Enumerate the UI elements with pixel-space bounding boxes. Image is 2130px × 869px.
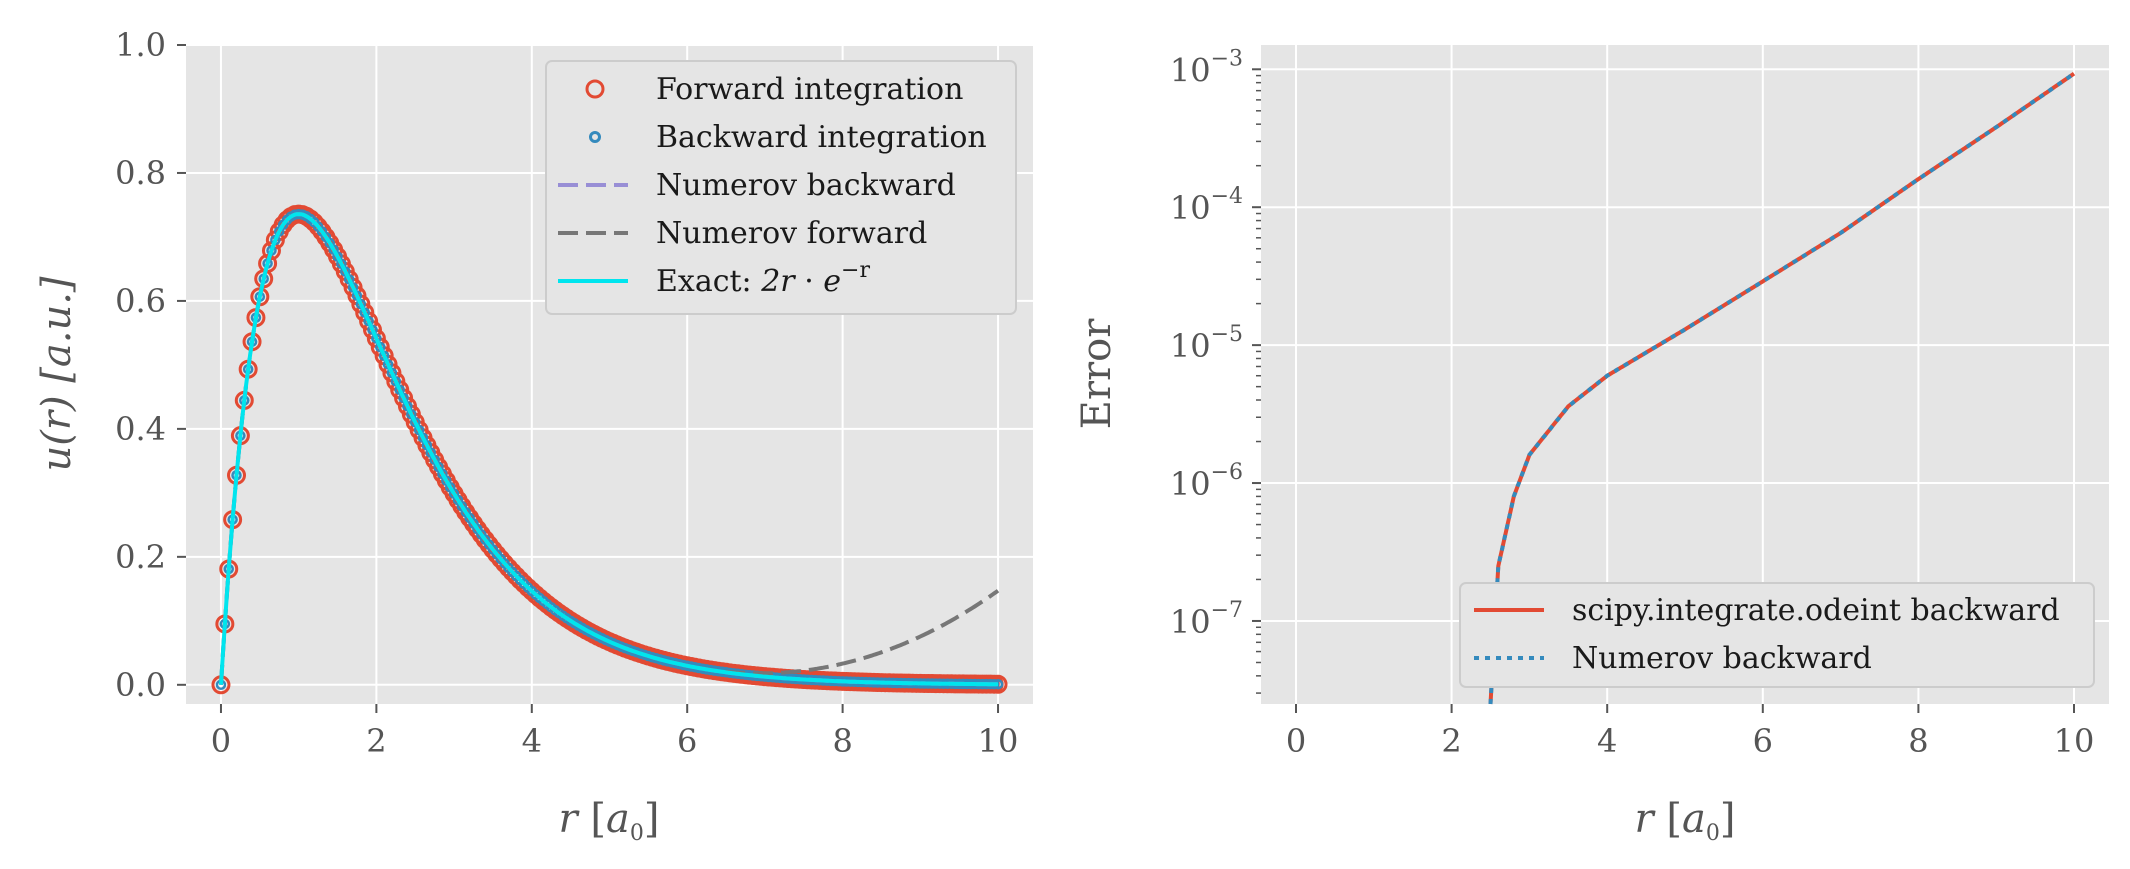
right-xtick-label: 8	[1908, 722, 1928, 760]
right-ytick-label: 10−3	[1170, 46, 1243, 89]
left-ylabel: u(r) [a.u.]	[34, 276, 80, 471]
right-series	[1488, 71, 2076, 705]
left-series	[211, 204, 1008, 695]
left-plot: 0 2 4 6 8 10 0.0 0.2 0.4 0.6 0.8 1.0 u(r) [a.u.] r …	[34, 26, 1033, 846]
legend-backward-label: Backward integration	[656, 120, 987, 155]
legend-numerov-backward-label: Numerov backward	[656, 168, 956, 203]
left-ytick-label: 0.8	[115, 154, 166, 192]
left-legend: Forward integration Backward integration…	[545, 60, 1017, 315]
right-ytick-label: 10−7	[1170, 598, 1243, 641]
left-ytick-label: 1.0	[115, 26, 166, 64]
numerov-backward-error-line	[1488, 71, 2076, 705]
legend-backward-marker	[589, 131, 601, 143]
left-xtick-label: 10	[978, 722, 1019, 760]
legend-forward-label: Forward integration	[656, 72, 963, 107]
left-ytick-label: 0.6	[115, 282, 166, 320]
right-xtick-label: 4	[1597, 722, 1617, 760]
left-xtick-label: 2	[366, 722, 386, 760]
right-xtick-label: 6	[1753, 722, 1773, 760]
forward-integration-marker	[258, 253, 278, 273]
right-xtick-label: 2	[1441, 722, 1461, 760]
left-ticks: 0 2 4 6 8 10 0.0 0.2 0.4 0.6 0.8 1.0	[115, 26, 1018, 760]
legend-numerov-forward-label: Numerov forward	[656, 216, 927, 251]
legend-odeint-label: scipy.integrate.odeint backward	[1572, 593, 2060, 628]
left-ytick-label: 0.2	[115, 538, 166, 576]
legend-numerov-dotted-label: Numerov backward	[1572, 641, 1872, 676]
right-xlabel: r [a0]	[1635, 796, 1736, 846]
left-ytick-label: 0.0	[115, 666, 166, 704]
right-xtick-label: 0	[1286, 722, 1306, 760]
left-xlabel: r [a0]	[559, 796, 660, 846]
right-ytick-label: 10−6	[1170, 460, 1243, 503]
left-legend-box	[545, 60, 1017, 315]
right-ytick-label: 10−4	[1170, 184, 1243, 227]
left-xtick-label: 0	[211, 722, 231, 760]
exact-solution-line	[219, 212, 998, 687]
right-ytick-label: 10−5	[1170, 322, 1243, 365]
right-legend-box	[1459, 582, 2095, 688]
right-ylabel: Error	[1074, 318, 1120, 430]
legend-forward-marker	[585, 79, 605, 99]
left-ytick-label: 0.4	[115, 410, 166, 448]
right-legend: scipy.integrate.odeint backward Numerov …	[1459, 582, 2095, 688]
left-xtick-label: 4	[522, 722, 542, 760]
right-xtick-label: 10	[2054, 722, 2095, 760]
left-xtick-label: 8	[832, 722, 852, 760]
right-plot: 0 2 4 6 8 10 10−7 10−6 10−5 10−4 10−3 Error r [a0]…	[1074, 45, 2109, 846]
left-xtick-label: 6	[677, 722, 697, 760]
legend-exact-label: Exact: 2r · e−r	[656, 258, 870, 299]
